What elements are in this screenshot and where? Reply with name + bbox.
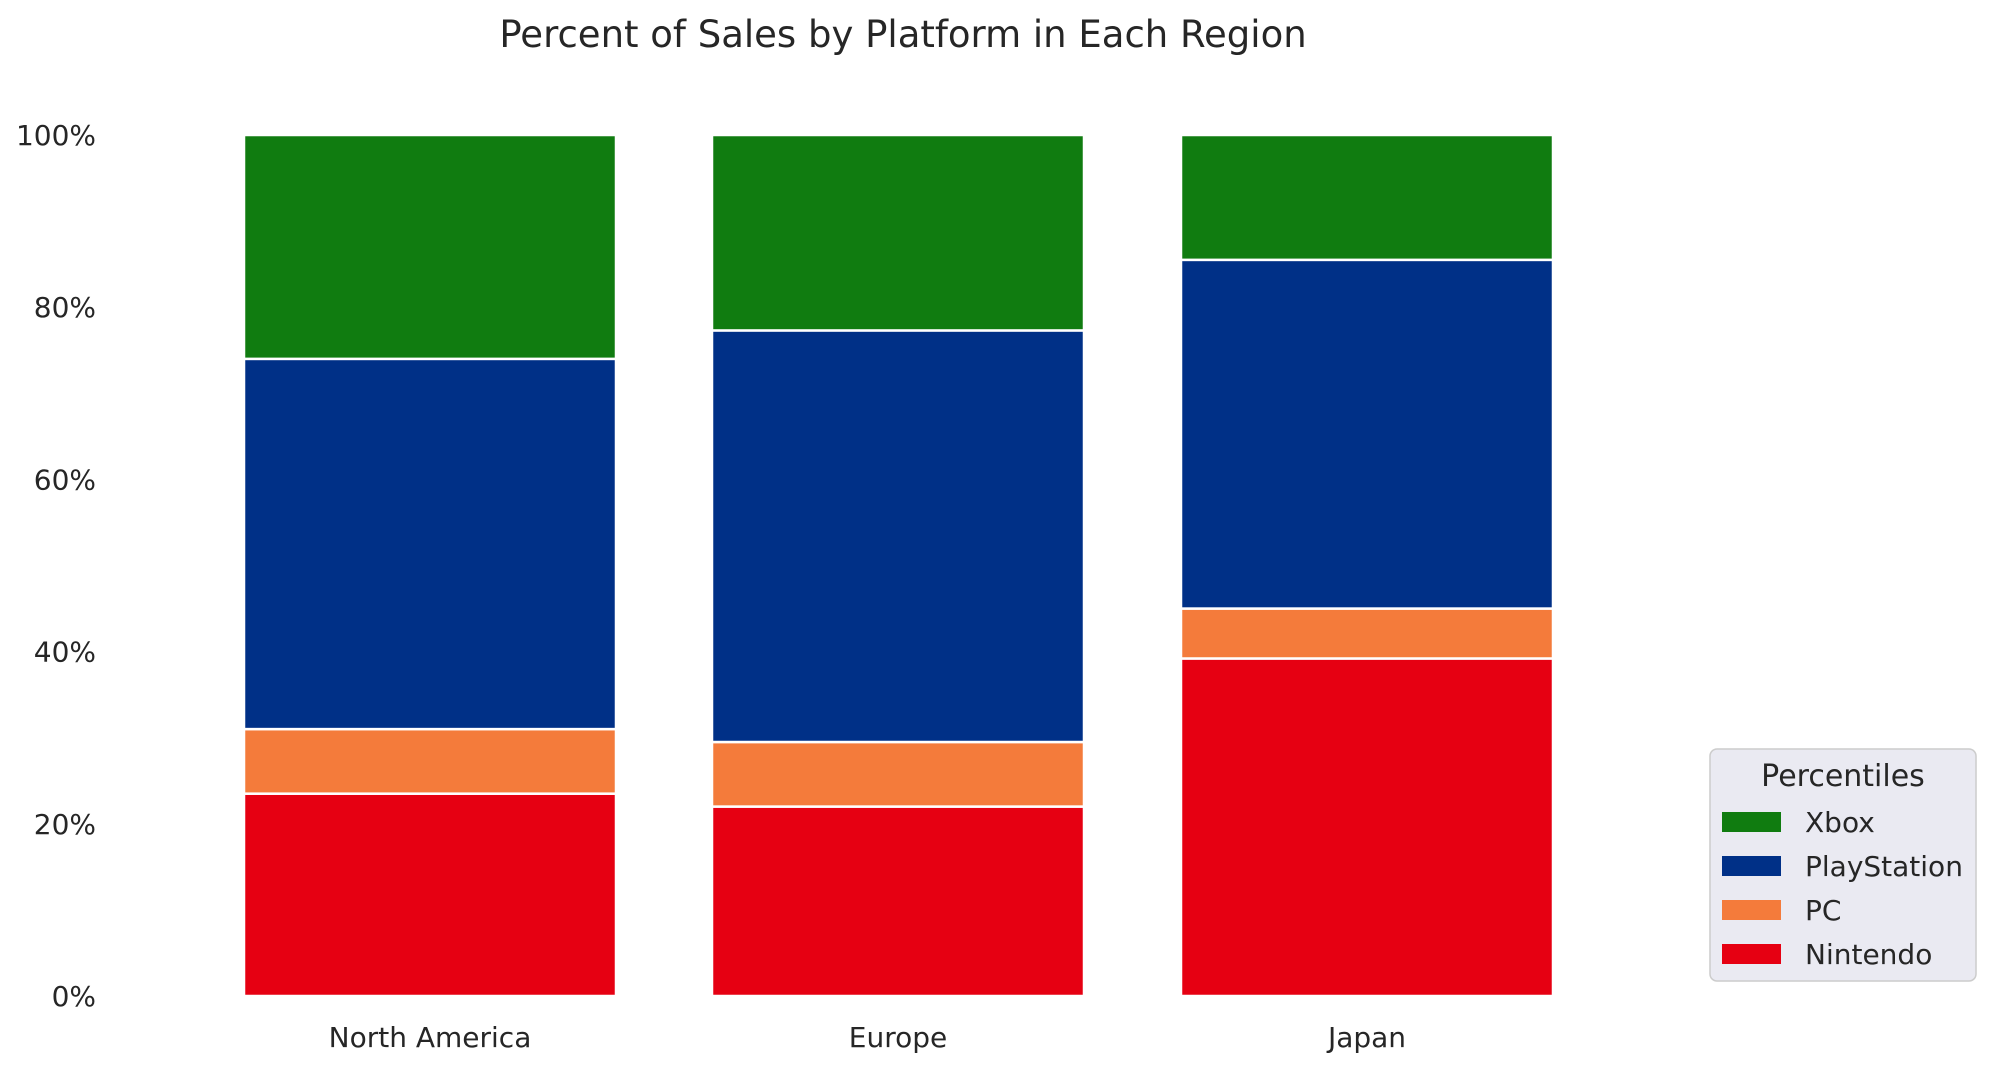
bar-nintendo-japan — [1179, 657, 1555, 998]
y-tick-label: 40% — [34, 636, 96, 669]
chart-title: Percent of Sales by Platform in Each Reg… — [499, 13, 1306, 56]
legend-swatch-xbox — [1722, 812, 1781, 832]
bar-nintendo-north-america — [242, 792, 618, 998]
x-tick-label: Europe — [849, 1021, 947, 1054]
legend-label-playstation[interactable]: PlayStation — [1805, 850, 1963, 883]
bar-pc-north-america — [242, 727, 618, 795]
legend-title: Percentiles — [1761, 759, 1925, 794]
legend-label-pc[interactable]: PC — [1805, 894, 1841, 927]
y-tick-label: 100% — [16, 119, 96, 152]
legend-label-xbox[interactable]: Xbox — [1805, 806, 1875, 839]
x-axis: North America Europe Japan — [329, 1021, 1406, 1054]
bar-pc-japan — [1179, 607, 1555, 660]
bar-xbox-north-america — [242, 133, 618, 361]
x-tick-label: North America — [329, 1021, 532, 1054]
bar-playstation-japan — [1179, 258, 1555, 610]
legend[interactable]: Percentiles Xbox PlayStation PC Nintendo — [1709, 748, 1977, 982]
bar-playstation-europe — [710, 329, 1086, 744]
bar-pc-europe — [710, 740, 1086, 808]
x-tick-label: Japan — [1326, 1021, 1406, 1054]
legend-swatch-pc — [1722, 900, 1781, 920]
legend-swatch-playstation — [1722, 856, 1781, 876]
legend-label-nintendo[interactable]: Nintendo — [1805, 938, 1932, 971]
bars — [242, 133, 1555, 998]
bar-xbox-japan — [1179, 133, 1555, 262]
y-tick-label: 60% — [34, 463, 96, 496]
legend-box — [1709, 748, 1977, 982]
y-tick-label: 80% — [34, 291, 96, 324]
bar-xbox-europe — [710, 133, 1086, 332]
legend-swatch-nintendo — [1722, 944, 1781, 964]
y-tick-label: 0% — [52, 980, 96, 1013]
y-tick-label: 20% — [34, 808, 96, 841]
y-axis: 0% 20% 40% 60% 80% 100% — [16, 119, 96, 1013]
bar-nintendo-europe — [710, 805, 1086, 998]
bar-playstation-north-america — [242, 357, 618, 731]
